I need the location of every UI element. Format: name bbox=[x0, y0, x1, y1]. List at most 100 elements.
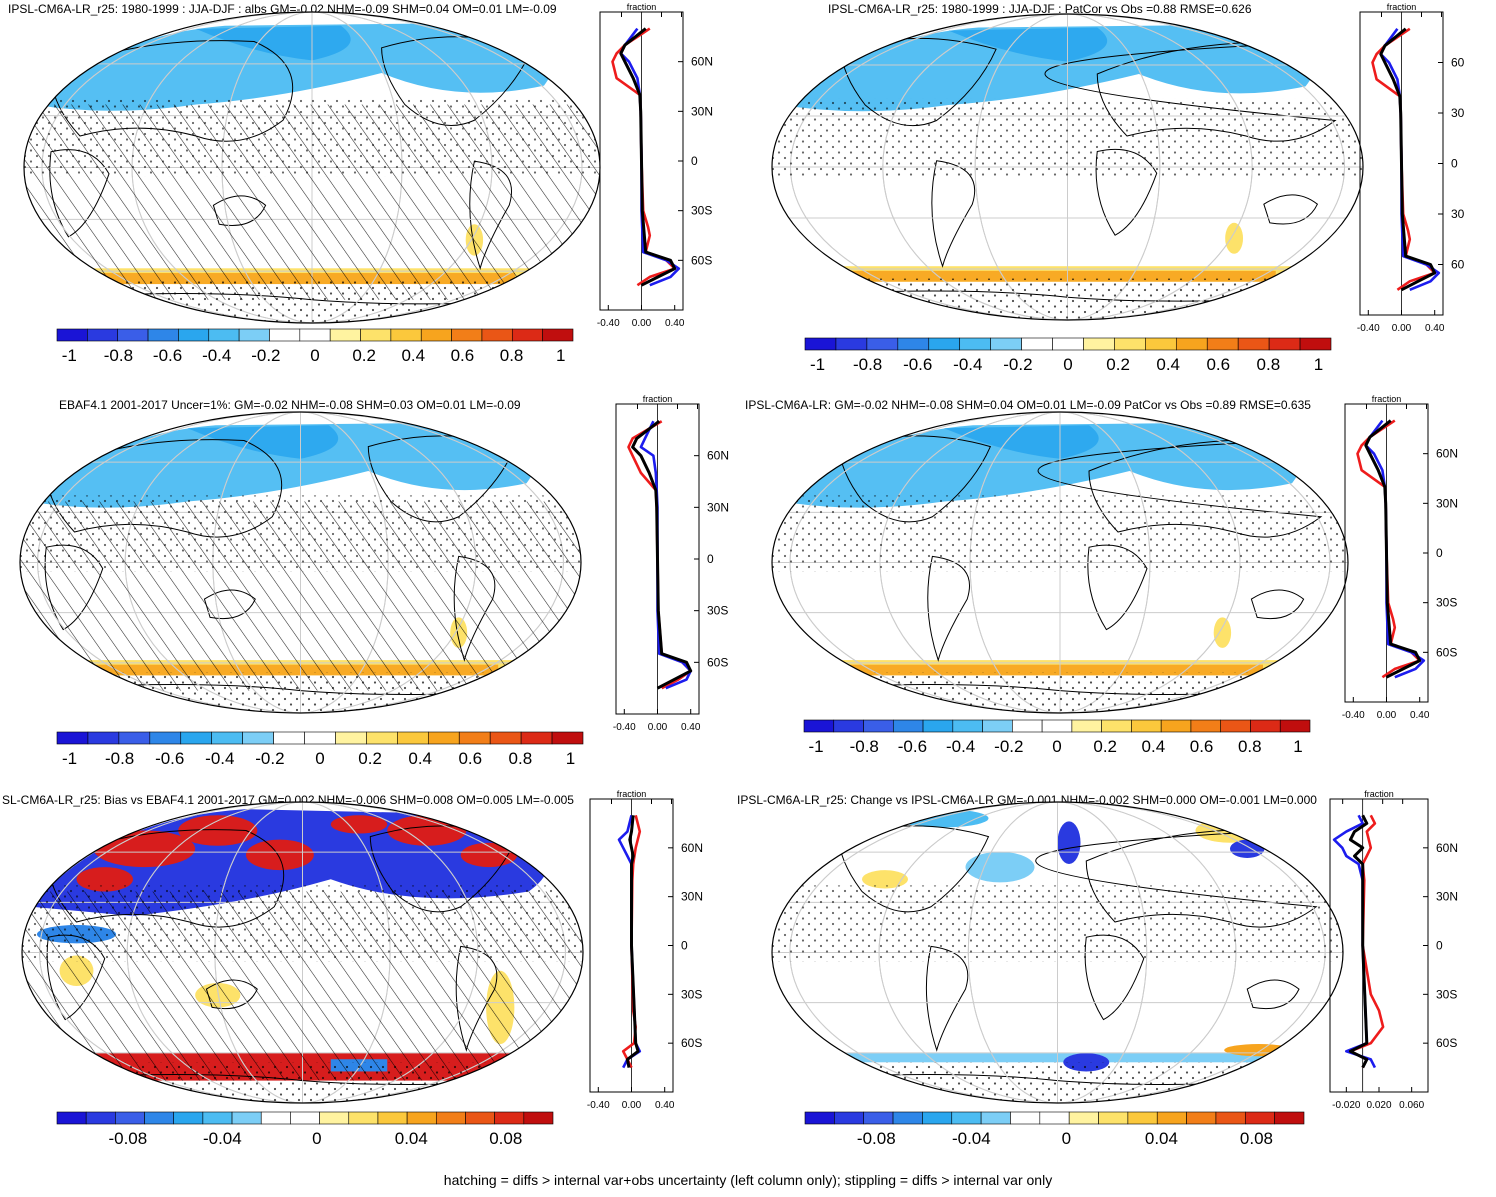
colorbar-swatch bbox=[866, 337, 899, 351]
continent-south-america bbox=[931, 160, 976, 268]
colorbar-tick-label: 0.8 bbox=[509, 749, 533, 768]
colorbar-swatch bbox=[329, 328, 361, 342]
continent-australia bbox=[1263, 194, 1319, 225]
colorbar-swatch bbox=[959, 337, 991, 351]
profile-x-tick-label: -0.40 bbox=[597, 318, 620, 329]
colorbar-swatch bbox=[1071, 719, 1102, 733]
panel-1-colorbar: -1 -0.8 -0.6 -0.4 -0.2 0 0.2 0.4 0.6 0.8 1 bbox=[56, 328, 574, 365]
colorbar-tick-label: 0.4 bbox=[1156, 355, 1180, 374]
colorbar-swatch bbox=[173, 1111, 204, 1125]
stippling-overlay bbox=[20, 495, 581, 572]
profile-y-tick-label: 0 bbox=[691, 154, 698, 168]
panel-1-zonal-profile: fraction -0.40 0.00 0.40 60N 30N 0 30S 60S bbox=[597, 2, 713, 329]
colorbar-tick-label: 0.2 bbox=[1106, 355, 1130, 374]
sh-yellow-patch bbox=[1225, 222, 1244, 254]
panel-5-map bbox=[21, 801, 584, 1104]
colorbar-swatch bbox=[892, 719, 924, 733]
profile-y-tick-label: 60 bbox=[1451, 56, 1465, 70]
profile-y-tick-label: 30S bbox=[1436, 596, 1457, 610]
colorbar-swatch bbox=[1250, 719, 1281, 733]
profile-y-tick-label: 30 bbox=[1451, 106, 1465, 120]
profile-series-black bbox=[1379, 27, 1437, 292]
panel-2-zonal-profile: fraction -0.40 0.00 0.40 60 30 0 30 60 bbox=[1357, 2, 1465, 334]
colorbar-swatch bbox=[458, 731, 491, 745]
profile-series-blue bbox=[639, 420, 692, 690]
colorbar-swatch bbox=[377, 1111, 408, 1125]
profile-y-tick-label: 30S bbox=[691, 204, 712, 218]
colorbar-swatch bbox=[420, 328, 452, 342]
colorbar-tick-label: -0.6 bbox=[903, 355, 932, 374]
colorbar-tick-label: -0.2 bbox=[1003, 355, 1032, 374]
colorbar-swatch bbox=[1220, 719, 1251, 733]
profile-x-tick-label: 0.00 bbox=[648, 722, 668, 733]
colorbar-tick-label: 1 bbox=[556, 346, 565, 365]
colorbar-tick-label: -0.8 bbox=[105, 749, 134, 768]
panel-4-title: IPSL-CM6A-LR: GM=-0.02 NHM=-0.08 SHM=0.0… bbox=[745, 398, 1311, 412]
colorbar-swatch bbox=[1215, 1111, 1246, 1125]
sh-change-patch bbox=[1224, 1044, 1294, 1057]
panel-5-colorbar: -0.08 -0.04 0 0.04 0.08 bbox=[56, 1111, 554, 1148]
colorbar-tick-label: -0.4 bbox=[946, 737, 975, 756]
sh-yellow-patch bbox=[1213, 617, 1232, 648]
colorbar-swatch bbox=[304, 731, 336, 745]
colorbar-swatch bbox=[1083, 337, 1115, 351]
colorbar-swatch bbox=[1299, 337, 1332, 351]
colorbar-tick-label: -0.08 bbox=[857, 1129, 896, 1148]
colorbar-swatch bbox=[952, 719, 983, 733]
colorbar-swatch bbox=[117, 328, 149, 342]
colorbar-tick-label: -0.8 bbox=[104, 346, 133, 365]
profile-series-blue bbox=[1379, 28, 1441, 292]
colorbar-swatch bbox=[542, 328, 574, 342]
profile-x-tick-label: -0.40 bbox=[1357, 323, 1380, 334]
profile-x-tick-label: 0.00 bbox=[1392, 323, 1412, 334]
colorbar-tick-label: 0.8 bbox=[500, 346, 524, 365]
profile-y-tick-label: 30S bbox=[707, 604, 728, 618]
colorbar-tick-label: 0.04 bbox=[1145, 1129, 1178, 1148]
panel-3-zonal-profile: fraction -0.40 0.00 0.40 60N 30N 0 30S 60S bbox=[613, 394, 729, 733]
colorbar-swatch bbox=[56, 731, 89, 745]
colorbar-tick-label: 0.6 bbox=[451, 346, 475, 365]
nh-snow-region bbox=[781, 24, 1316, 112]
panel-5-title: SL-CM6A-LR_r25: Bias vs EBAF4.1 2001-201… bbox=[2, 793, 574, 807]
map-border bbox=[771, 411, 1349, 714]
colorbar-swatch bbox=[290, 1111, 320, 1125]
colorbar-tick-label: 0 bbox=[312, 1129, 321, 1148]
colorbar-tick-label: 0.4 bbox=[408, 749, 432, 768]
profile-y-tick-label: 60N bbox=[1436, 841, 1458, 855]
colorbar-swatch bbox=[835, 337, 868, 351]
nh-bias-red-patch bbox=[460, 842, 518, 868]
colorbar-swatch bbox=[520, 731, 553, 745]
change-patch bbox=[1195, 818, 1265, 843]
stippling-overlay bbox=[24, 280, 600, 323]
profile-y-tick-label: 30 bbox=[1451, 207, 1465, 221]
colorbar-swatch bbox=[238, 328, 270, 342]
colorbar-swatch bbox=[149, 731, 182, 745]
nh-bias-red-patch bbox=[76, 867, 133, 892]
colorbar-swatch bbox=[299, 328, 331, 342]
stippling-overlay bbox=[772, 672, 1348, 713]
colorbar-swatch bbox=[928, 337, 961, 351]
colorbar-tick-label: -0.08 bbox=[108, 1129, 147, 1148]
profile-y-tick-label: 30N bbox=[707, 500, 729, 514]
colorbar-swatch bbox=[273, 731, 305, 745]
profile-x-tick-label: 0.00 bbox=[632, 318, 652, 329]
colorbar-swatch bbox=[1041, 719, 1073, 733]
colorbar-tick-label: -0.6 bbox=[155, 749, 184, 768]
panel-2-title: IPSL-CM6A-LR_r25: 1980-1999 : JJA-DJF : … bbox=[828, 2, 1252, 16]
colorbar-swatch bbox=[804, 337, 837, 351]
profile-y-tick-label: 0 bbox=[1451, 157, 1458, 171]
colorbar-swatch bbox=[242, 731, 274, 745]
colorbar-tick-label: 0.2 bbox=[358, 749, 382, 768]
colorbar-swatch bbox=[427, 731, 460, 745]
colorbar-swatch bbox=[211, 731, 243, 745]
change-patch bbox=[896, 809, 989, 828]
footnote: hatching = diffs > internal var+obs unce… bbox=[443, 1172, 1053, 1188]
colorbar-swatch bbox=[231, 1111, 262, 1125]
colorbar-swatch bbox=[922, 1111, 953, 1125]
map-border bbox=[19, 411, 582, 714]
profile-y-tick-label: 60S bbox=[1436, 645, 1457, 659]
colorbar-tick-label: 0.8 bbox=[1257, 355, 1281, 374]
colorbar-swatch bbox=[1101, 719, 1132, 733]
profile-x-tick-label: 0.40 bbox=[1410, 710, 1430, 721]
map-border bbox=[771, 801, 1344, 1104]
